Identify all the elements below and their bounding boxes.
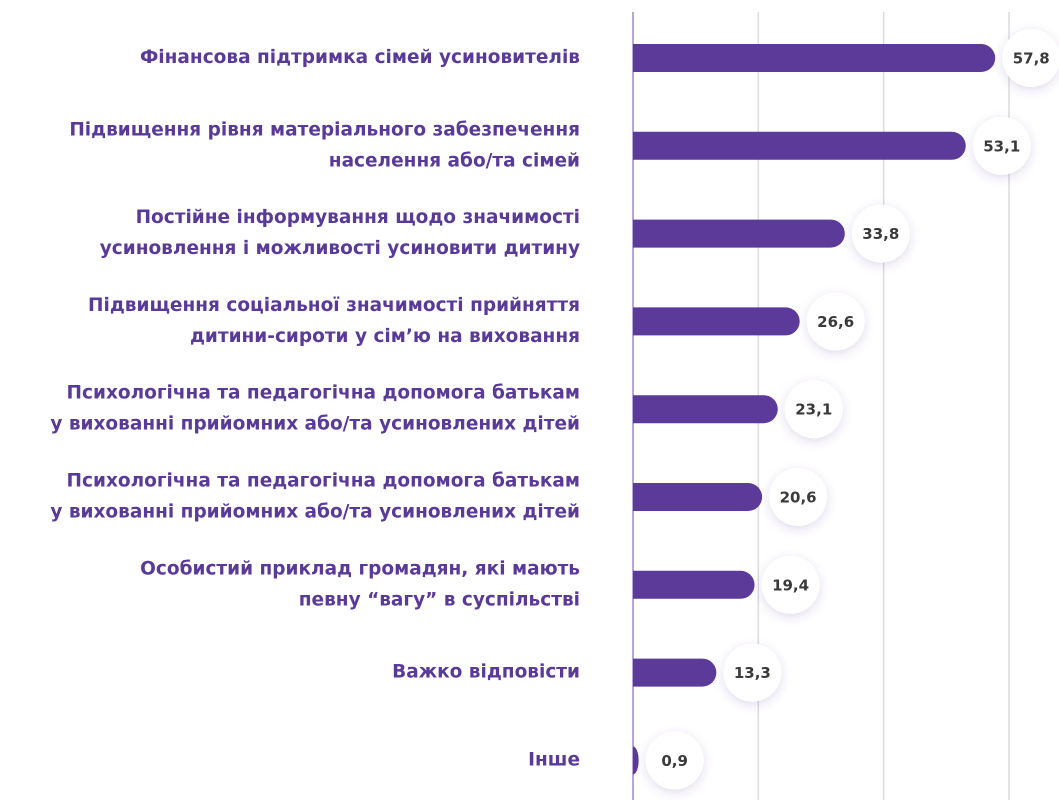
- value-label: 0,9: [661, 752, 688, 770]
- category-label: населення або/та сімей: [329, 150, 580, 171]
- category-label: Інше: [528, 749, 580, 770]
- value-label: 53,1: [983, 137, 1020, 155]
- value-label: 19,4: [772, 576, 809, 594]
- value-badge: [723, 643, 782, 702]
- category-label: у вихованні прийомних або/та усиновлених…: [50, 502, 580, 523]
- bar: [633, 131, 966, 160]
- value-label: 20,6: [780, 489, 817, 507]
- category-label: Важко відповісти: [392, 662, 580, 683]
- value-badge: [806, 292, 865, 351]
- bar: [633, 307, 800, 336]
- value-badge: [851, 204, 910, 263]
- category-label: Постійне інформування щодо значимості: [136, 207, 580, 228]
- bar: [633, 570, 755, 599]
- category-label: дитини-сироти у сім’ю на виховання: [190, 326, 580, 347]
- category-label: Особистий приклад громадян, які мають: [140, 558, 580, 579]
- bar: [633, 483, 763, 511]
- bar: [633, 395, 778, 424]
- value-badge: [761, 555, 820, 614]
- value-label: 26,6: [817, 313, 854, 331]
- bar: [633, 658, 717, 687]
- bar: [633, 44, 996, 72]
- value-badge: [645, 731, 704, 790]
- value-badge: [972, 116, 1031, 175]
- category-label: Підвищення соціальної значимості прийнят…: [88, 295, 580, 316]
- value-badge: [769, 468, 828, 526]
- value-label: 33,8: [862, 225, 899, 243]
- category-label: певну “вагу” в суспільстві: [299, 589, 580, 610]
- category-label: Підвищення рівня матеріального забезпече…: [69, 119, 580, 140]
- category-label: Психологічна та педагогічна допомога бат…: [67, 383, 580, 404]
- value-badge: [1002, 29, 1059, 87]
- category-label: у вихованні прийомних або/та усиновлених…: [50, 414, 580, 435]
- category-label: Фінансова підтримка сімей усиновителів: [140, 47, 580, 68]
- category-label: усиновлення і можливості усиновити дитин…: [100, 238, 580, 259]
- bar: [633, 219, 845, 248]
- value-label: 13,3: [734, 664, 771, 682]
- value-label: 57,8: [1013, 50, 1050, 68]
- value-label: 23,1: [795, 401, 832, 419]
- bar: [633, 746, 639, 775]
- value-badge: [784, 380, 843, 439]
- category-label: Психологічна та педагогічна допомога бат…: [67, 471, 580, 492]
